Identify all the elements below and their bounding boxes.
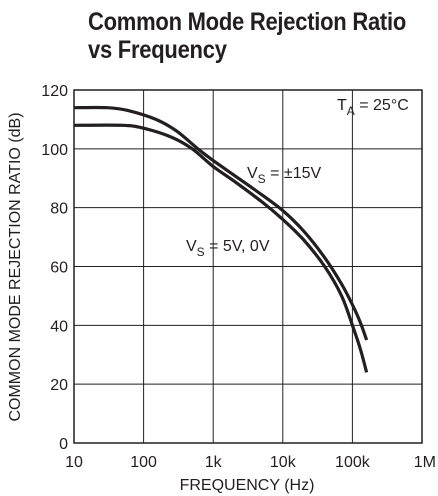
series-group [73,105,369,373]
temperature-annotation: TA = 25°C [337,97,409,118]
series-label-5v-rest: = 5V, 0V [205,238,270,255]
x-tick-label: 10 [65,454,83,471]
chart-title-line-2: vs Frequency [88,36,227,64]
series-label-5v-sub: S [197,245,205,259]
annotation-main: T [337,97,347,114]
series-label-15v-rest: = ±15V [266,165,322,182]
annotation-sub: A [347,104,355,118]
chart-title: Common Mode Rejection Ratio vs Frequency [88,8,406,64]
series-line-5v [73,123,369,373]
series-line-15v [73,105,369,341]
plot-frame [73,89,423,444]
x-axis-label: FREQUENCY (Hz) [180,477,315,494]
x-tick-label: 100k [335,454,371,471]
series-label-5v: VS = 5V, 0V [186,238,270,259]
x-tick-labels: 10 100 1k 10k 100k 1M [65,454,436,471]
grid-lines [73,89,423,444]
x-tick-label: 10k [270,454,297,471]
x-tick-label: 100 [130,454,157,471]
series-label-15v: VS = ±15V [247,165,322,186]
y-tick-label: 0 [59,436,68,453]
y-axis-label: COMMON MODE REJECTION RATIO (dB) [7,112,24,421]
y-tick-label: 40 [50,318,68,335]
y-tick-label: 60 [50,260,68,277]
y-tick-labels: 0 20 40 60 80 100 120 [41,83,68,453]
series-label-15v-sub: S [258,172,266,186]
x-tick-label: 1k [205,454,223,471]
y-tick-label: 100 [41,142,68,159]
x-tick-label: 1M [414,454,436,471]
y-tick-label: 80 [50,201,68,218]
annotation-rest: = 25°C [355,97,409,114]
series-label-15v-main: V [247,165,258,182]
chart-title-line-1: Common Mode Rejection Ratio [88,8,406,36]
y-tick-label: 20 [50,377,68,394]
series-label-5v-main: V [186,238,197,255]
y-tick-label: 120 [41,83,68,100]
